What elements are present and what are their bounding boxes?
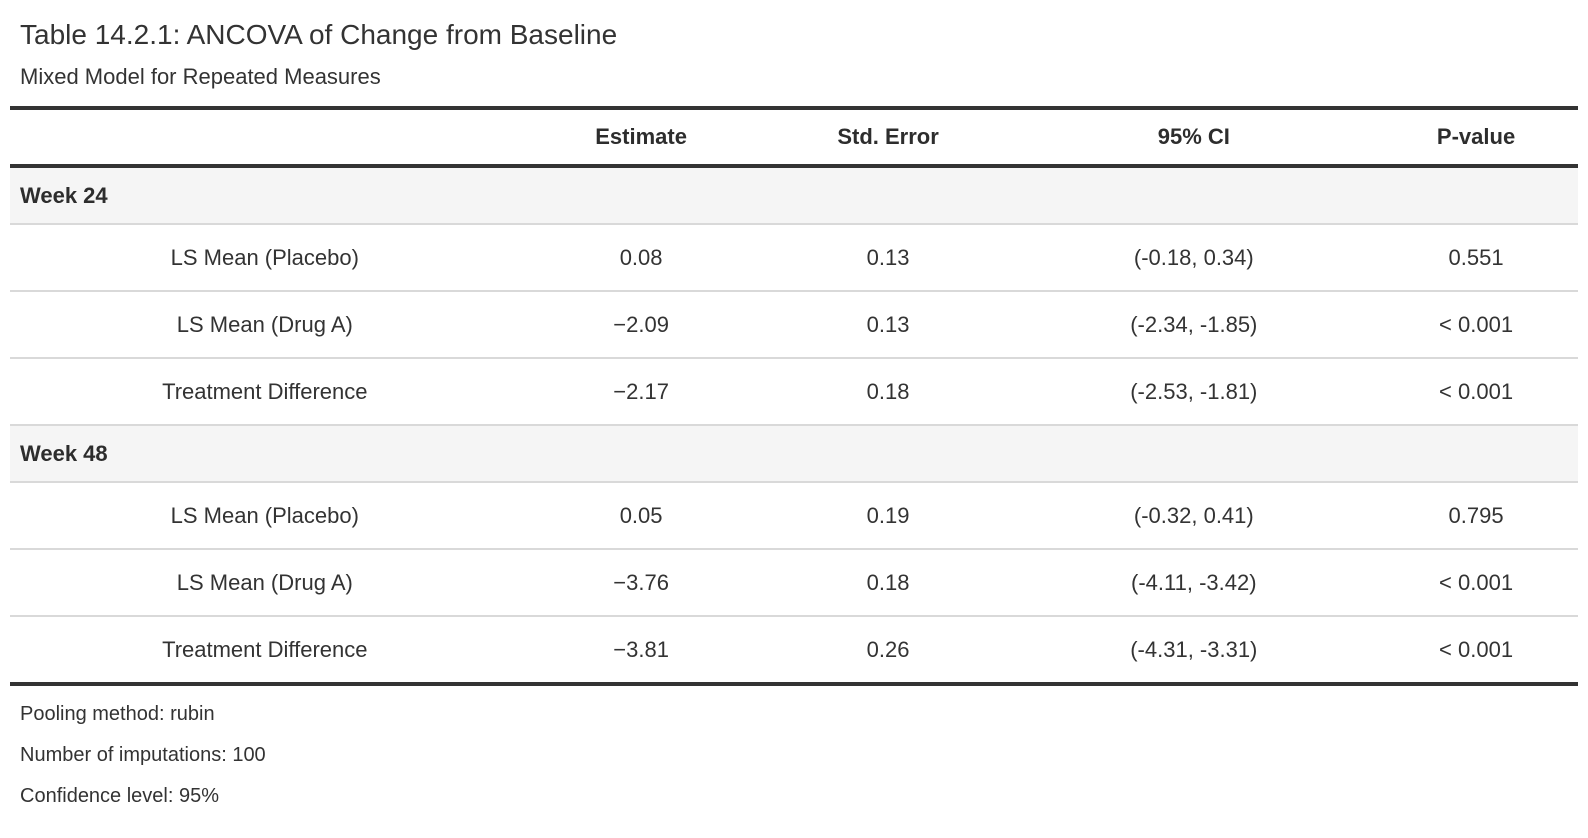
cell-estimate: −2.09 [519, 291, 763, 358]
footnote: Confidence level: 95% [20, 785, 220, 807]
cell-estimate: −2.17 [519, 358, 763, 425]
row-label: LS Mean (Placebo) [10, 482, 520, 549]
cell-std-error: 0.13 [762, 291, 1014, 358]
table-row: LS Mean (Drug A) −3.76 0.18 (-4.11, -3.42) <… [10, 549, 1578, 616]
table-subtitle: Mixed Model for Repeated Measures [20, 64, 381, 89]
row-label: LS Mean (Placebo) [10, 224, 520, 291]
cell-ci: (-2.53, -1.81) [1013, 358, 1375, 425]
cell-p-value: < 0.001 [1374, 616, 1578, 684]
col-header-estimate: Estimate [519, 108, 763, 168]
row-label: Treatment Difference [10, 616, 520, 684]
col-header-ci: 95% CI [1013, 108, 1375, 168]
table-row: LS Mean (Placebo) 0.05 0.19 (-0.32, 0.41) 0.… [10, 482, 1578, 549]
cell-ci: (-0.32, 0.41) [1013, 482, 1375, 549]
cell-ci: (-4.31, -3.31) [1013, 616, 1375, 684]
column-header-row: Estimate Std. Error 95% CI P-value [10, 108, 1578, 168]
col-header-stub [10, 108, 520, 168]
col-header-std-error: Std. Error [762, 108, 1014, 168]
table-row: LS Mean (Drug A) −2.09 0.13 (-2.34, -1.85) <… [10, 291, 1578, 358]
group-header-row: Week 24 [10, 166, 1578, 224]
cell-p-value: 0.551 [1374, 224, 1578, 291]
footnote: Number of imputations: 100 [20, 744, 266, 766]
cell-p-value: < 0.001 [1374, 549, 1578, 616]
cell-ci: (-0.18, 0.34) [1013, 224, 1375, 291]
cell-estimate: −3.76 [519, 549, 763, 616]
table-heading: Table 14.2.1: ANCOVA of Change from Base… [10, 0, 1578, 106]
cell-std-error: 0.18 [762, 549, 1014, 616]
cell-std-error: 0.18 [762, 358, 1014, 425]
table-head: Estimate Std. Error 95% CI P-value [10, 108, 1578, 168]
table-body: Week 24 LS Mean (Placebo) 0.08 0.13 (-0.18, … [10, 166, 1578, 684]
cell-std-error: 0.19 [762, 482, 1014, 549]
row-label: Treatment Difference [10, 358, 520, 425]
cell-p-value: 0.795 [1374, 482, 1578, 549]
table-row: Treatment Difference −2.17 0.18 (-2.53, -1.… [10, 358, 1578, 425]
cell-estimate: −3.81 [519, 616, 763, 684]
table-container: Table 14.2.1: ANCOVA of Change from Base… [10, 0, 1578, 833]
cell-p-value: < 0.001 [1374, 358, 1578, 425]
cell-ci: (-2.34, -1.85) [1013, 291, 1375, 358]
table-title: Table 14.2.1: ANCOVA of Change from Base… [20, 19, 618, 50]
row-label: LS Mean (Drug A) [10, 549, 520, 616]
table-row: Treatment Difference −3.81 0.26 (-4.31, -3.… [10, 616, 1578, 684]
group-label: Week 48 [10, 425, 1578, 482]
table-footnotes: Pooling method: rubin Number of imputatio… [10, 686, 1578, 833]
cell-ci: (-4.11, -3.42) [1013, 549, 1375, 616]
cell-std-error: 0.26 [762, 616, 1014, 684]
col-header-p-value: P-value [1374, 108, 1578, 168]
cell-estimate: 0.08 [519, 224, 763, 291]
footnote: Pooling method: rubin [20, 703, 215, 725]
ancova-results-table: Estimate Std. Error 95% CI P-value Week … [10, 106, 1578, 686]
cell-p-value: < 0.001 [1374, 291, 1578, 358]
group-label: Week 24 [10, 166, 1578, 224]
cell-estimate: 0.05 [519, 482, 763, 549]
row-label: LS Mean (Drug A) [10, 291, 520, 358]
table-row: LS Mean (Placebo) 0.08 0.13 (-0.18, 0.34) 0.… [10, 224, 1578, 291]
group-header-row: Week 48 [10, 425, 1578, 482]
cell-std-error: 0.13 [762, 224, 1014, 291]
